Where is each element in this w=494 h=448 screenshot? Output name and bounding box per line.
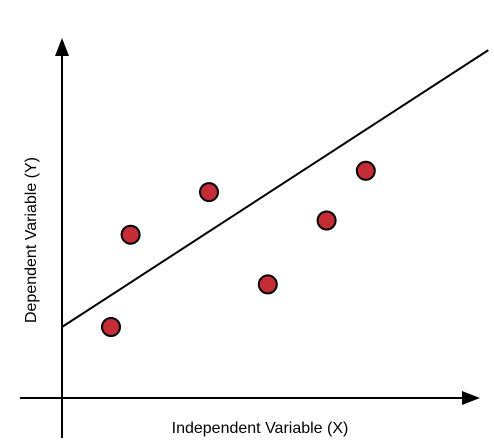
data-point-6 xyxy=(355,160,376,181)
data-point-1 xyxy=(101,317,121,337)
data-point-4 xyxy=(257,274,278,295)
points-layer xyxy=(101,160,376,337)
trend-layer xyxy=(61,49,489,328)
y-axis-label: Dependent Variable (Y) xyxy=(23,157,40,323)
data-point-5 xyxy=(316,210,337,231)
trend-line xyxy=(61,49,489,328)
x-axis-label: Independent Variable (X) xyxy=(172,420,349,437)
data-point-2 xyxy=(120,224,141,245)
x-axis-arrow xyxy=(462,391,480,405)
y-axis-arrow xyxy=(55,38,69,56)
axes xyxy=(20,38,480,438)
data-point-3 xyxy=(199,182,219,203)
